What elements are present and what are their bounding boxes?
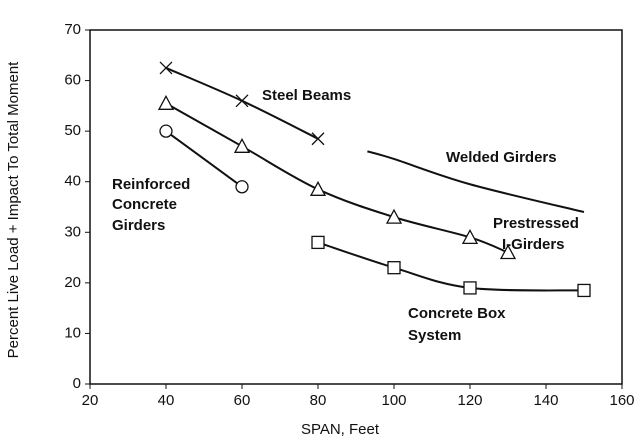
plot-frame bbox=[89, 29, 623, 385]
x-axis-label: SPAN, Feet bbox=[301, 421, 380, 438]
y-tick-label: 0 bbox=[73, 375, 81, 392]
marker bbox=[235, 94, 249, 108]
y-axis-label: Percent Live Load + Impact To Total Mome… bbox=[5, 61, 22, 359]
y-tick-label: 40 bbox=[64, 173, 81, 190]
marker bbox=[577, 283, 591, 298]
marker bbox=[499, 244, 517, 260]
x-tick-label: 160 bbox=[609, 392, 634, 409]
marker bbox=[309, 180, 327, 196]
x-tick-label: 60 bbox=[234, 392, 251, 409]
marker bbox=[233, 137, 251, 153]
annotation: Concrete Box bbox=[408, 305, 506, 322]
x-tick-label: 120 bbox=[457, 392, 482, 409]
y-tick-label: 30 bbox=[64, 223, 81, 240]
y-tick-label: 60 bbox=[64, 72, 81, 89]
annotation: Prestressed bbox=[493, 215, 579, 232]
annotation: Steel Beams bbox=[262, 87, 351, 104]
marker bbox=[387, 261, 401, 275]
y-tick-label: 10 bbox=[64, 324, 81, 341]
x-tick-label: 40 bbox=[158, 392, 175, 409]
marker bbox=[463, 281, 477, 295]
series-line bbox=[165, 102, 509, 254]
y-tick-label: 20 bbox=[64, 274, 81, 291]
annotation: Reinforced bbox=[112, 176, 190, 193]
x-tick-label: 20 bbox=[82, 392, 99, 409]
x-tick-label: 80 bbox=[310, 392, 327, 409]
series-line bbox=[317, 241, 585, 292]
marker bbox=[235, 180, 249, 194]
y-tick-label: 50 bbox=[64, 122, 81, 139]
marker bbox=[157, 94, 175, 110]
annotation: Welded Girders bbox=[446, 149, 557, 166]
x-tick-label: 140 bbox=[533, 392, 558, 409]
annotation: System bbox=[408, 327, 461, 344]
series-line bbox=[367, 150, 585, 214]
annotation: I-Girders bbox=[502, 236, 565, 253]
annotation: Girders bbox=[112, 217, 165, 234]
y-tick-label: 70 bbox=[64, 21, 81, 38]
marker bbox=[461, 228, 479, 244]
marker bbox=[385, 208, 403, 224]
marker bbox=[159, 124, 173, 138]
marker bbox=[311, 132, 325, 146]
marker bbox=[311, 235, 325, 250]
annotation: Concrete bbox=[112, 196, 177, 213]
x-tick-label: 100 bbox=[381, 392, 406, 409]
marker bbox=[159, 61, 173, 75]
